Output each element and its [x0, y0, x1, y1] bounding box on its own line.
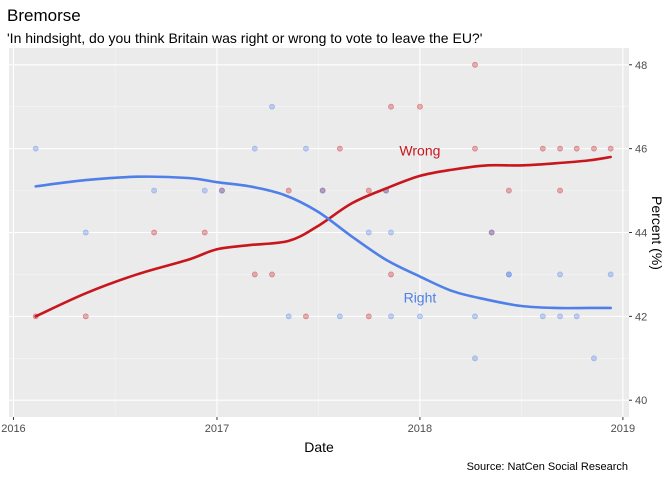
- wrong-point: [472, 61, 478, 68]
- wrong-point: [269, 271, 275, 278]
- right-point: [201, 187, 208, 194]
- right-point: [32, 145, 39, 152]
- wrong-point: [539, 145, 546, 152]
- right-point: [557, 313, 563, 320]
- wrong-point: [285, 187, 292, 194]
- wrong-point: [219, 187, 225, 194]
- right-point: [219, 187, 225, 194]
- right-point: [573, 313, 580, 320]
- wrong-point: [591, 145, 597, 152]
- wrong-point: [388, 271, 394, 278]
- right-point: [388, 229, 394, 236]
- right-point: [472, 313, 478, 320]
- right-point: [591, 355, 597, 362]
- right-point: [388, 313, 394, 320]
- wrong-point: [472, 145, 478, 152]
- x-tick-label: 2016: [1, 423, 25, 435]
- y-axis-ticks: 40 42 44 46 48: [629, 60, 647, 407]
- right-point: [82, 229, 89, 236]
- y-tick-label: 44: [635, 228, 647, 240]
- right-point: [336, 313, 343, 320]
- x-tick-label: 2019: [611, 423, 635, 435]
- wrong-point: [573, 145, 580, 152]
- right-point: [269, 103, 275, 110]
- wrong-point: [557, 187, 563, 194]
- series-labels: Wrong Right: [399, 143, 440, 306]
- wrong-point: [201, 229, 208, 236]
- x-axis-ticks: 2016 2017 2018 2019: [1, 417, 635, 435]
- right-point: [365, 229, 372, 236]
- wrong-label: Wrong: [399, 143, 440, 159]
- x-tick-label: 2018: [408, 423, 432, 435]
- wrong-point: [417, 103, 423, 110]
- y-axis-title: Percent (%): [649, 196, 665, 270]
- wrong-point: [388, 103, 394, 110]
- right-point: [151, 187, 158, 194]
- right-label: Right: [404, 289, 437, 305]
- chart-title: Bremorse: [7, 6, 81, 25]
- major-gridlines: [9, 48, 629, 417]
- chart-caption: Source: NatCen Social Research: [467, 461, 628, 473]
- right-point: [303, 145, 309, 152]
- wrong-point: [365, 187, 372, 194]
- right-point: [557, 271, 563, 278]
- y-tick-label: 48: [635, 60, 647, 72]
- x-axis-title: Date: [304, 439, 334, 455]
- wrong-point: [557, 145, 563, 152]
- right-point: [505, 271, 512, 278]
- wrong-point: [82, 313, 89, 320]
- y-tick-label: 46: [635, 144, 647, 156]
- y-tick-label: 42: [635, 311, 647, 323]
- right-point: [472, 355, 478, 362]
- wrong-point: [336, 145, 343, 152]
- right-point: [251, 145, 258, 152]
- wrong-point: [505, 187, 512, 194]
- wrong-point: [488, 229, 495, 236]
- wrong-point: [251, 271, 258, 278]
- right-point: [417, 313, 423, 320]
- wrong-point: [319, 187, 326, 194]
- wrong-point: [607, 145, 614, 152]
- y-tick-label: 40: [635, 395, 647, 407]
- smooth-lines: [34, 155, 612, 318]
- right-point: [539, 313, 546, 320]
- chart-subtitle: 'In hindsight, do you think Britain was …: [7, 30, 482, 46]
- right-point: [607, 271, 614, 278]
- wrong-smooth-line: [34, 155, 612, 318]
- right-smooth-line: [34, 175, 612, 310]
- right-point: [319, 187, 326, 194]
- wrong-point: [303, 313, 309, 320]
- right-point: [505, 271, 512, 278]
- wrong-point: [151, 229, 158, 236]
- x-tick-label: 2017: [205, 423, 229, 435]
- wrong-point: [365, 313, 372, 320]
- right-point: [488, 229, 495, 236]
- right-point: [285, 313, 292, 320]
